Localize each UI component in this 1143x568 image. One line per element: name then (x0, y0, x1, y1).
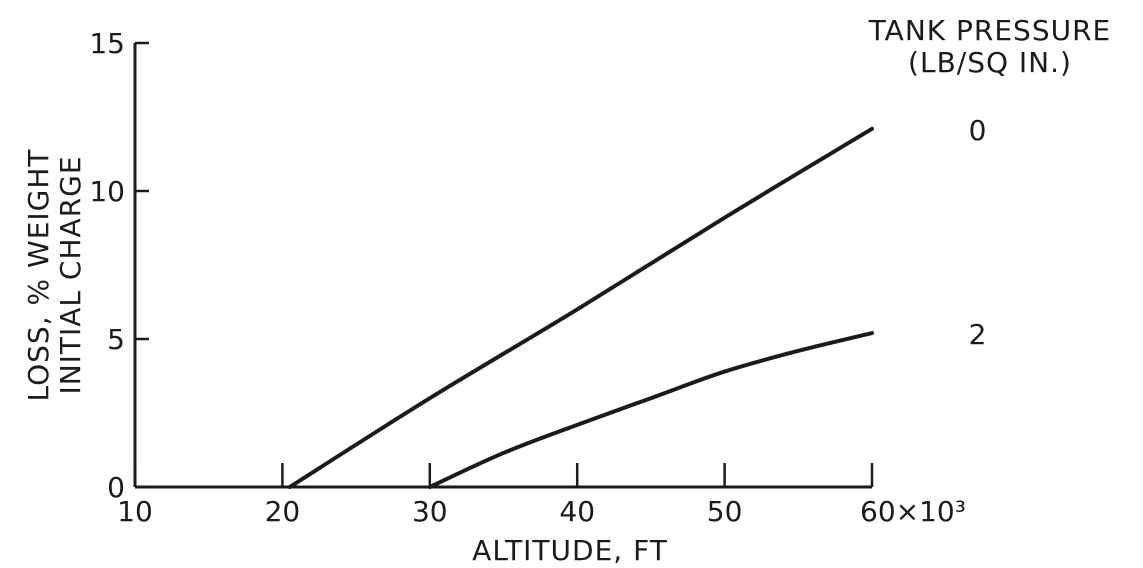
legend: TANK PRESSURE (LB/SQ IN.) 02 (868, 14, 1112, 351)
legend-title-line2: (LB/SQ IN.) (908, 46, 1072, 79)
y-tick-label: 10 (89, 175, 125, 208)
x-tick-label: 50 (707, 495, 743, 528)
series-labels: 02 (969, 114, 988, 351)
series-line-0 (287, 126, 874, 489)
y-axis-title: LOSS, % WEIGHT INITIAL CHARGE (22, 149, 87, 402)
y-tick-label: 0 (107, 471, 125, 504)
y-tick-label: 5 (107, 323, 125, 356)
x-tick-label: 40 (559, 495, 595, 528)
x-axis-title: ALTITUDE, FT (472, 534, 668, 567)
y-axis-title-line2: INITIAL CHARGE (54, 155, 87, 394)
y-axis-ticks: 0 5 10 15 (89, 27, 149, 504)
y-tick-label: 15 (89, 27, 125, 60)
series-line-2 (427, 331, 874, 489)
x-tick-label: 10 (117, 495, 153, 528)
plot-area: 0 5 10 15 10 20 30 40 50 60×10³ (89, 27, 966, 528)
x-tick-label: 20 (265, 495, 301, 528)
x-tick-label: 30 (412, 495, 448, 528)
y-axis-title-line1: LOSS, % WEIGHT (22, 149, 55, 402)
series-layer (287, 126, 874, 489)
series-label-2: 2 (969, 318, 988, 351)
legend-title-line1: TANK PRESSURE (868, 14, 1112, 47)
x-axis-ticks: 10 20 30 40 50 60×10³ (117, 463, 966, 528)
x-tick-label: 60×10³ (860, 495, 966, 528)
series-label-0: 0 (969, 114, 988, 147)
